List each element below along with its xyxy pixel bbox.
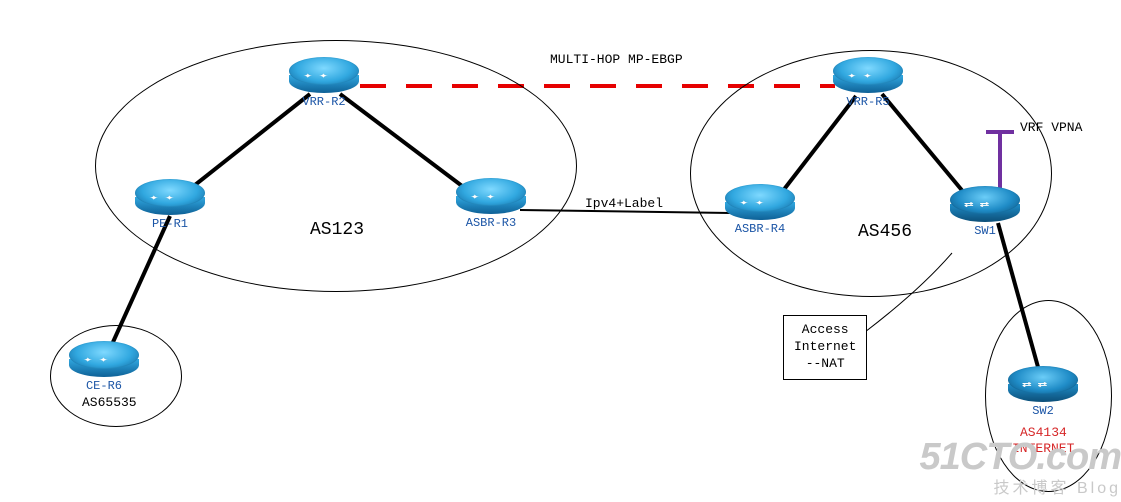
switch-icon: ⇄⇄ xyxy=(1022,379,1053,390)
node-sw1: ⇄⇄ SW1 xyxy=(950,192,1020,238)
wm-big: 51CTO.com xyxy=(920,440,1121,474)
nat-l1: Access xyxy=(794,322,856,339)
router-icon: ✦✦ xyxy=(83,354,114,365)
router-icon: ✦✦ xyxy=(739,197,770,208)
node-asbr-r3: ✦✦ ASBR-R3 xyxy=(456,184,526,230)
router-icon: ✦✦ xyxy=(847,70,878,81)
watermark: 51CTO.com 技术博客 Blog xyxy=(920,440,1121,498)
sw2-label: SW2 xyxy=(1008,404,1078,418)
vrf-label: VRF VPNA xyxy=(1020,120,1082,135)
router-icon: ✦✦ xyxy=(303,70,334,81)
vrr-r2-label: VRR-R2 xyxy=(289,95,359,109)
as456-label: AS456 xyxy=(858,222,912,242)
nat-l2: Internet xyxy=(794,339,856,356)
sw1-label: SW1 xyxy=(950,224,1020,238)
pe-r1-label: PE-R1 xyxy=(135,217,205,231)
router-icon: ✦✦ xyxy=(149,192,180,203)
router-icon: ✦✦ xyxy=(470,191,501,202)
node-sw2: ⇄⇄ SW2 xyxy=(1008,372,1078,418)
node-pe-r1: ✦✦ PE-R1 xyxy=(135,185,205,231)
node-asbr-r4: ✦✦ ASBR-R4 xyxy=(725,190,795,236)
nat-l3: --NAT xyxy=(794,356,856,373)
nat-note: Access Internet --NAT xyxy=(783,315,867,380)
node-vrr-r2: ✦✦ VRR-R2 xyxy=(289,63,359,109)
ebgp-label: MULTI-HOP MP-EBGP xyxy=(550,52,683,67)
as65535-label: AS65535 xyxy=(82,395,137,410)
as123-label: AS123 xyxy=(310,220,364,240)
asbr-r4-label: ASBR-R4 xyxy=(725,222,795,236)
node-ce-r6: ✦✦ CE-R6 xyxy=(69,347,139,393)
node-vrr-r5: ✦✦ VRR-R5 xyxy=(833,63,903,109)
ipv4-label: Ipv4+Label xyxy=(585,196,663,211)
switch-icon: ⇄⇄ xyxy=(964,199,995,210)
vrr-r5-label: VRR-R5 xyxy=(833,95,903,109)
asbr-r3-label: ASBR-R3 xyxy=(456,216,526,230)
ce-r6-label: CE-R6 xyxy=(69,379,139,393)
